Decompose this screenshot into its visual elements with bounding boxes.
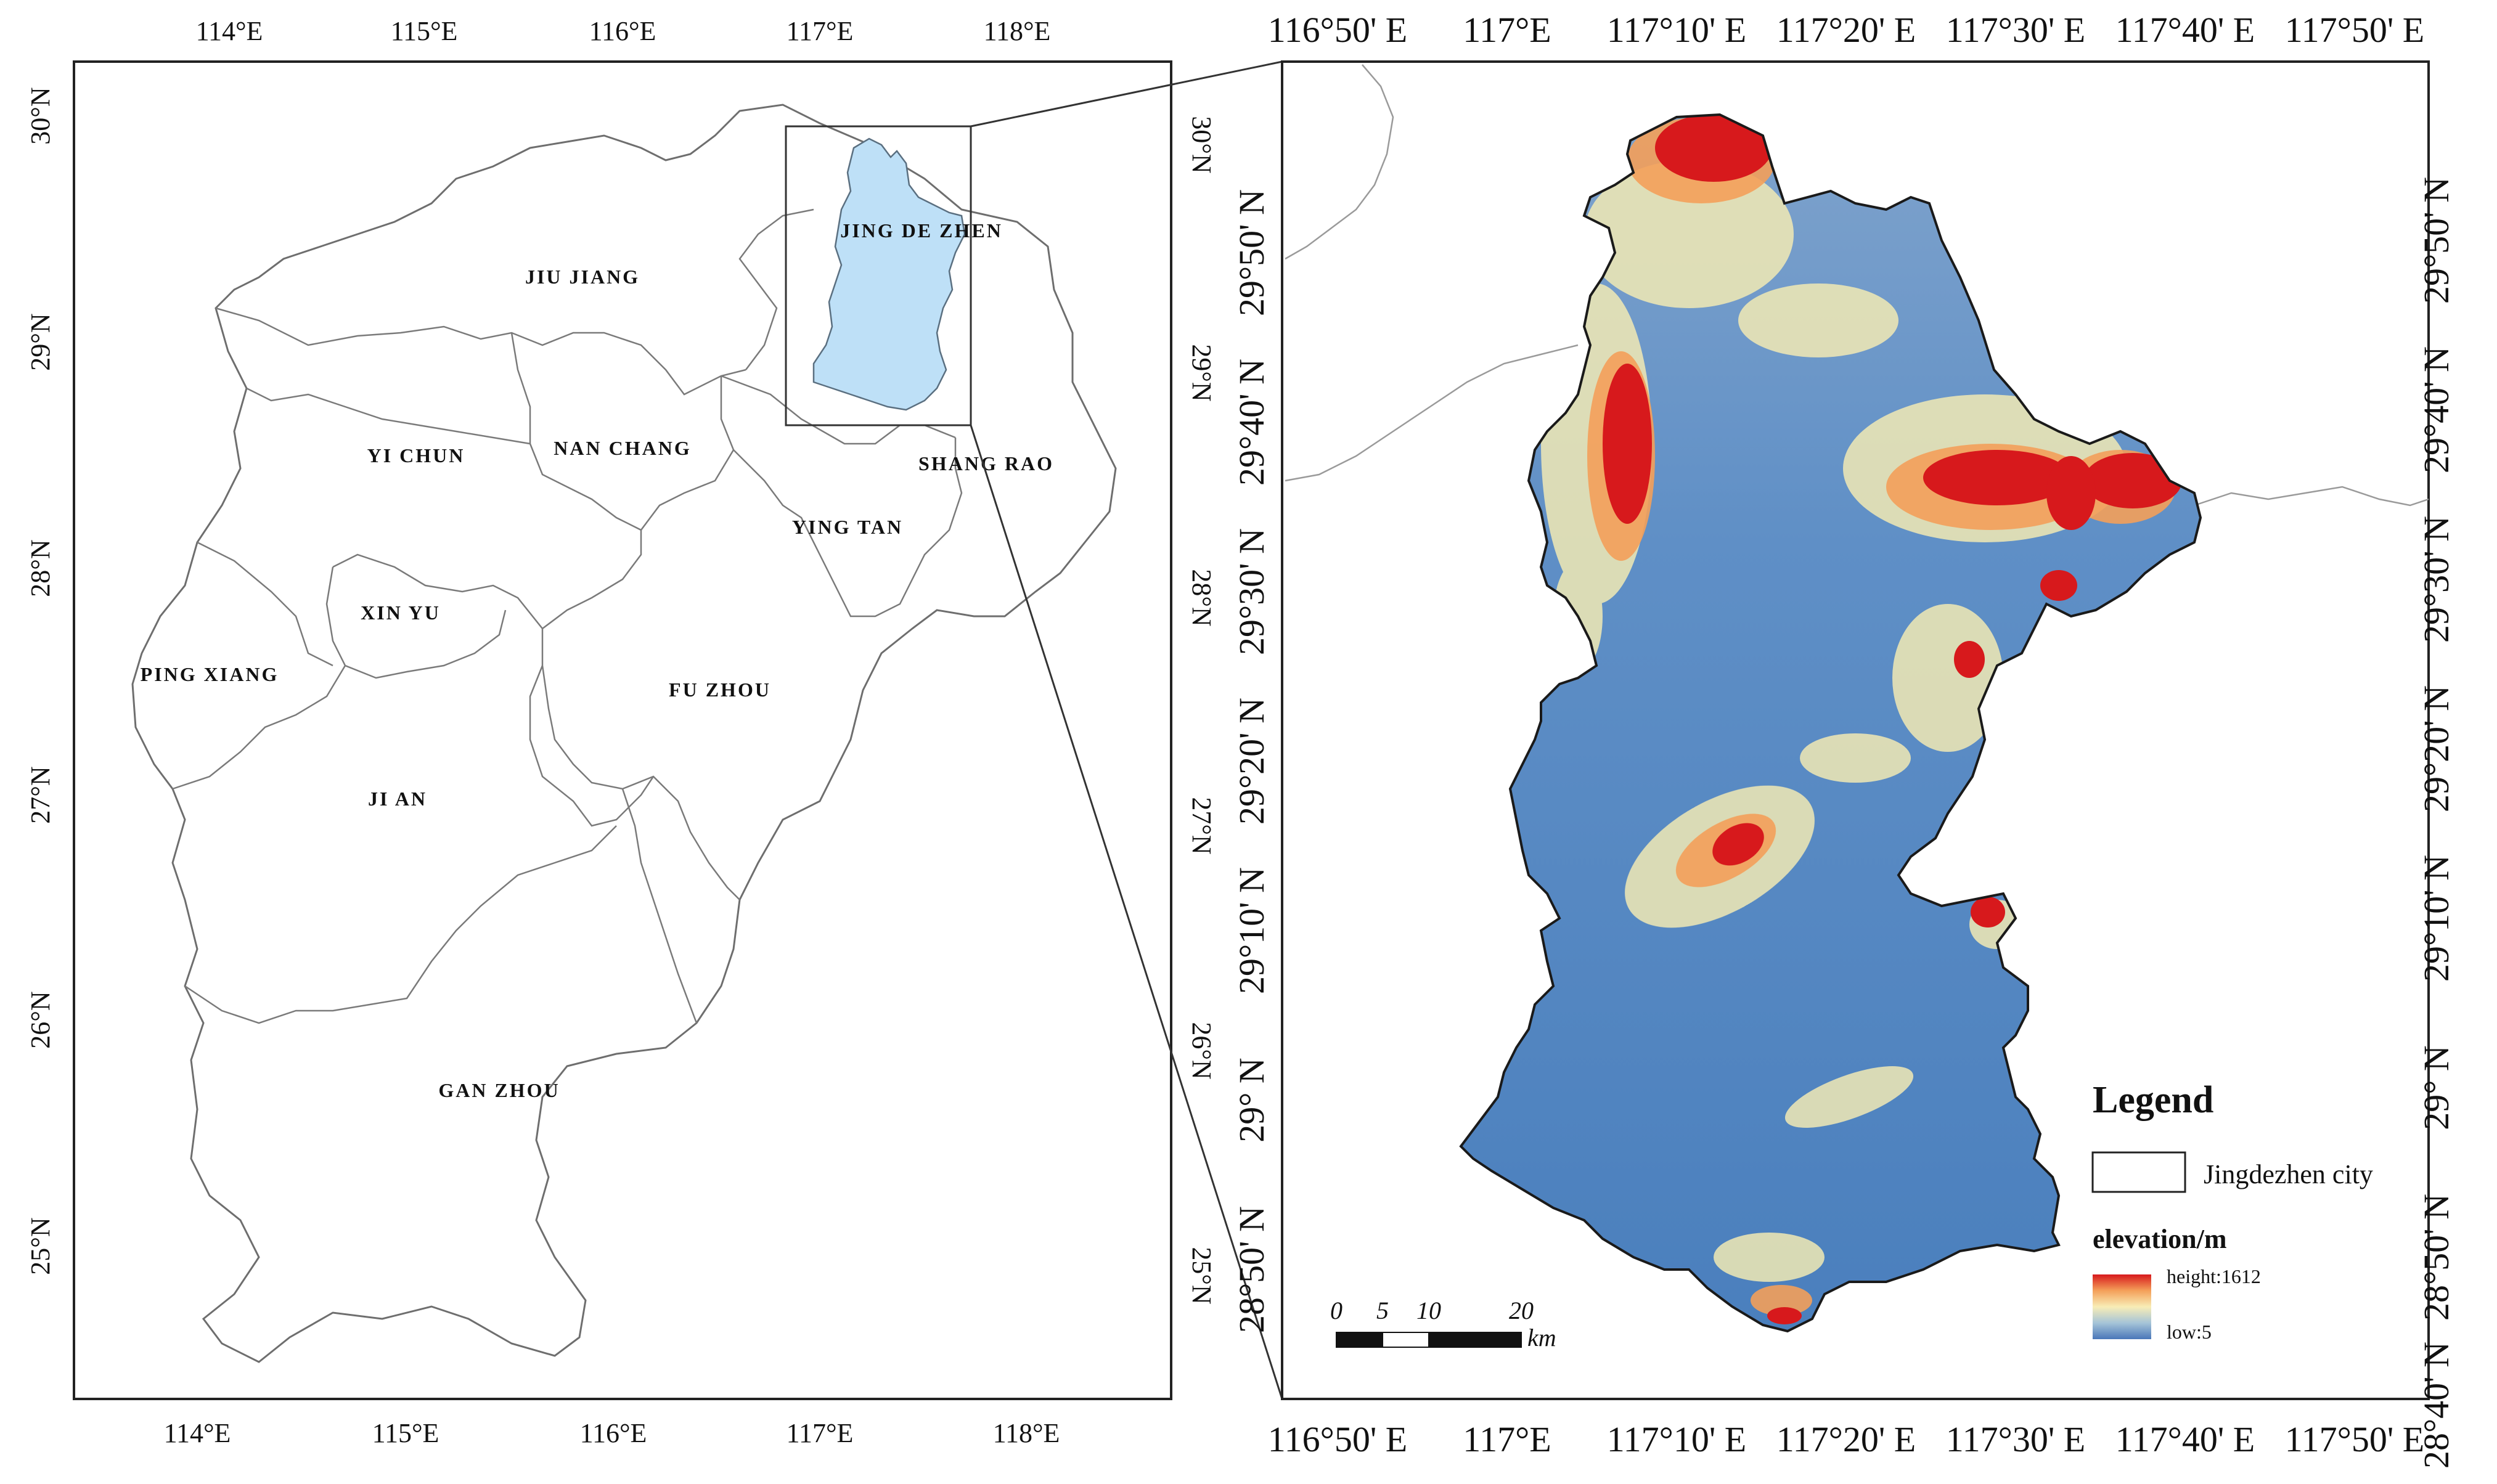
tick-label: 29°50' N [2416,177,2456,304]
tick-label: 114°E [196,16,263,46]
tick-label: 29°20' N [2416,685,2456,812]
tick-label: 117°E [1463,10,1551,50]
left-top-ticks: 114°E 115°E 116°E 117°E 118°E [196,16,1051,46]
scale-label: 0 [1330,1297,1342,1324]
label-yingtan: YING TAN [792,516,903,538]
scale-unit: km [1527,1324,1556,1352]
tick-label: 116°50' E [1268,10,1407,50]
right-right-ticks: 29°50' N 29°40' N 29°30' N 29°20' N 29°1… [2416,177,2456,1469]
legend-boundary-label: Jingdezhen city [2204,1159,2373,1189]
tick-label: 118°E [993,1418,1060,1448]
tick-label: 117°20' E [1776,10,1916,50]
tick-label: 117°10' E [1607,1419,1746,1459]
tick-label: 29°N [1187,344,1217,401]
legend-boundary-swatch [2091,1151,2186,1193]
right-bottom-ticks: 116°50' E 117°E 117°10' E 117°20' E 117°… [1268,1419,2424,1459]
tick-label: 29°50' N [1232,189,1272,316]
tick-label: 28°50' N [1232,1206,1272,1333]
tick-label: 116°E [589,16,656,46]
tick-label: 26°N [1187,1022,1217,1079]
tick-label: 117°E [787,16,854,46]
tick-label: 28°50' N [2416,1194,2456,1321]
legend-high-label: height:1612 [2167,1265,2261,1287]
tick-label: 29° N [2416,1045,2456,1130]
right-left-ticks: 29°50' N 29°40' N 29°30' N 29°20' N 29°1… [1232,189,1272,1333]
label-jian: JI AN [368,788,427,810]
tick-label: 26°N [25,991,55,1048]
tick-label: 29°10' N [2416,855,2456,982]
tick-label: 115°E [372,1418,439,1448]
scale-bar: 0 5 10 20 km [1330,1297,1556,1352]
scale-label: 10 [1416,1297,1441,1324]
left-right-ticks: 30°N 29°N 28°N 27°N 26°N 25°N [1187,116,1217,1304]
tick-label: 118°E [984,16,1051,46]
prefecture-boundaries [172,208,963,1024]
tick-label: 27°N [1187,797,1217,854]
legend: Legend Jingdezhen city elevation/m heigh… [2091,1079,2373,1343]
left-left-ticks: 30°N 29°N 28°N 27°N 26°N 25°N [25,87,55,1274]
right-map: Legend Jingdezhen city elevation/m heigh… [1232,10,2456,1469]
tick-label: 117°10' E [1607,10,1746,50]
right-top-ticks: 116°50' E 117°E 117°10' E 117°20' E 117°… [1268,10,2424,50]
inset-box [785,125,972,426]
tick-label: 29°10' N [1232,867,1272,994]
label-nanchang: NAN CHANG [554,437,691,459]
tick-label: 27°N [25,766,55,823]
tick-label: 28°N [25,539,55,597]
tick-label: 117°40' E [2115,10,2255,50]
legend-elevation-title: elevation/m [2093,1224,2227,1254]
tick-label: 116°50' E [1268,1419,1407,1459]
tick-label: 30°N [25,87,55,144]
legend-title: Legend [2093,1079,2213,1121]
tick-label: 29°30' N [1232,528,1272,655]
label-jiujiang: JIU JIANG [525,266,640,288]
tick-label: 30°N [1187,116,1217,173]
tick-label: 25°N [1187,1247,1217,1304]
tick-label: 115°E [391,16,458,46]
left-bottom-ticks: 114°E 115°E 116°E 117°E 118°E [164,1418,1060,1448]
neighbor-boundaries [1285,64,2429,507]
tick-label: 25°N [25,1217,55,1274]
tick-label: 29°20' N [1232,698,1272,825]
left-map: JING DE ZHEN JIU JIANG YI CHUN NAN CHANG… [25,16,1217,1448]
tick-label: 117°50' E [2285,10,2424,50]
legend-low-label: low:5 [2167,1321,2212,1343]
legend-elevation-ramp [2093,1274,2151,1339]
scale-label: 20 [1509,1297,1534,1324]
tick-label: 117°30' E [1946,1419,2085,1459]
tick-label: 29°40' N [1232,359,1272,486]
label-ganzhou: GAN ZHOU [438,1079,560,1101]
tick-label: 117°20' E [1776,1419,1916,1459]
label-xinyu: XIN YU [361,601,441,624]
tick-label: 28°40' N [2416,1342,2456,1469]
tick-label: 117°50' E [2285,1419,2424,1459]
tick-label: 29°40' N [2416,346,2456,473]
jiangxi-province-outline [131,104,1117,1363]
scale-label: 5 [1376,1297,1389,1324]
tick-label: 116°E [580,1418,647,1448]
label-yichun: YI CHUN [367,444,465,467]
label-fuzhou: FU ZHOU [669,679,771,701]
tick-label: 28°N [1187,569,1217,626]
tick-label: 117°E [1463,1419,1551,1459]
tick-label: 117°40' E [2115,1419,2255,1459]
tick-label: 114°E [164,1418,231,1448]
inset-connectors [970,60,1283,1400]
label-pingxiang: PING XIANG [141,663,279,685]
label-jingdezhen: JING DE ZHEN [840,219,1003,242]
tick-label: 29° N [1232,1058,1272,1143]
tick-label: 29°30' N [2416,516,2456,643]
tick-label: 29°N [25,313,55,370]
tick-label: 117°E [787,1418,854,1448]
tick-label: 117°30' E [1946,10,2085,50]
jingdezhen-highlight[interactable] [812,137,966,411]
